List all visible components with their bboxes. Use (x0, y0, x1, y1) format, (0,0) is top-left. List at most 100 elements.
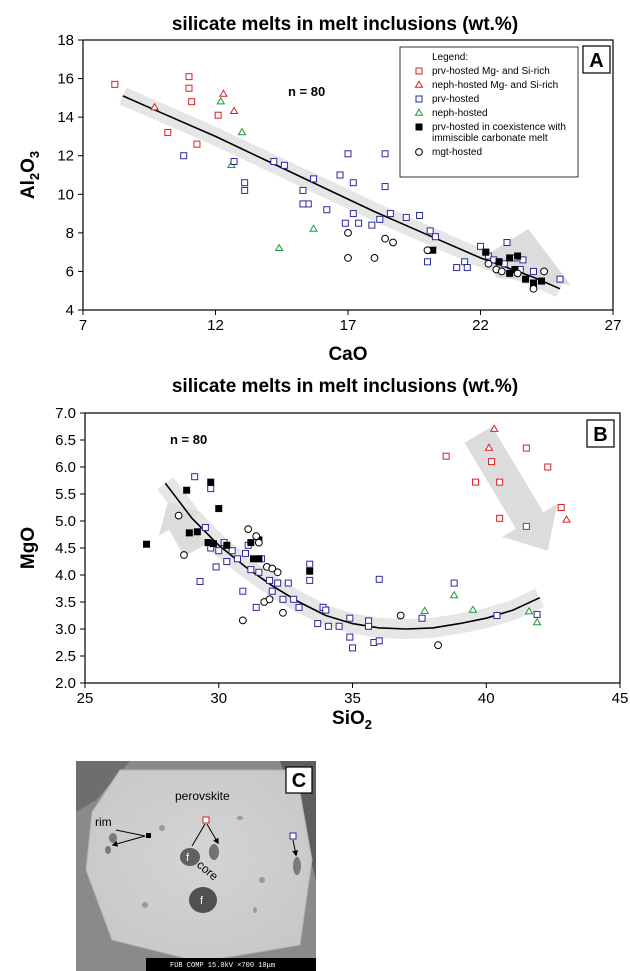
chart-a-point-prv (381, 183, 389, 191)
chart-b-point-prv (274, 579, 282, 587)
chart-a-ytick-label: 12 (57, 148, 74, 165)
chart-a-ytick-label: 18 (57, 32, 74, 49)
chart-b-arrow-1 (158, 502, 206, 557)
chart-a-point-mgt (381, 234, 390, 243)
chart-a-point-prv (299, 200, 307, 208)
chart-a-point-prv_mg_si (193, 140, 201, 148)
chart-a-point-mgt (344, 254, 352, 262)
chart-b-xtick-label: 25 (77, 690, 94, 707)
chart-a-point-neph_mg_si (150, 102, 159, 111)
micrograph-image: FUB COMP 15.0kV ×700 10μm (76, 761, 316, 971)
chart-b-point-mgt (244, 525, 253, 533)
chart-b-point-prv (266, 576, 274, 584)
inclusion-tiny-5 (253, 907, 257, 913)
chart-a-point-prv (341, 219, 349, 227)
chart-a-point-prv_mg_si (188, 98, 196, 106)
inclusion-core (209, 844, 219, 860)
inclusion-f-small (180, 848, 200, 866)
chart-a-point-prv (453, 264, 461, 272)
chart-b-point-neph_mg_si (489, 424, 499, 432)
chart-a-point-prv (230, 158, 238, 165)
legend-marker-neph_mg_si (414, 80, 424, 88)
chart-b-point-prv (268, 587, 276, 595)
chart-a-point-prv (336, 171, 344, 179)
chart-a-point-mgt (497, 267, 506, 276)
chart-b-arrow-2 (464, 426, 558, 551)
chart-b-point-coexist (207, 478, 215, 486)
chart-a-point-prv (344, 150, 352, 158)
chart-a-point-prv (386, 210, 394, 218)
chart-b-point-neph (532, 617, 542, 626)
chart-b-point-mgt (252, 532, 261, 541)
chart-b-point-mgt (238, 616, 247, 625)
chart-a-point-neph_mg_si (229, 106, 239, 115)
chart-b-title: silicate melts in melt inclusions (wt.%) (172, 376, 518, 397)
chart-a-point-prv (349, 210, 357, 218)
chart-b-point-prv (239, 587, 247, 595)
chart-b-point-prv_mg_si (496, 514, 504, 522)
chart-b-xlabel: SiO2 (332, 708, 372, 732)
chart-b-panel-box (586, 419, 615, 448)
chart-b-point-prv (255, 568, 263, 576)
chart-b-point-coexist (183, 486, 191, 494)
chart-b-point-neph (449, 590, 459, 599)
chart-b-trend-line (164, 482, 541, 630)
chart-b-point-prv (375, 575, 383, 583)
scale-bar-strip (146, 958, 316, 971)
chart-a-point-prv (241, 179, 249, 187)
micrograph-panel-letter: C (292, 770, 306, 792)
chart-a-xtick-label: 7 (79, 317, 87, 334)
chart-b-point-prv (212, 563, 220, 571)
chart-a-ytick-label: 4 (66, 302, 74, 319)
chart-b-ytick-label: 6.5 (55, 432, 76, 449)
chart-b-point-prv (365, 622, 373, 630)
chart-a-ytick-label: 8 (66, 225, 74, 242)
inclusion-tiny-1 (159, 825, 165, 831)
legend-label-coexist: prv-hosted in coexistence with (432, 122, 566, 133)
chart-b-point-mgt (180, 551, 188, 559)
chart-b-point-prv (242, 549, 249, 557)
chart-a-ylabel: Al2O3 (18, 151, 42, 199)
chart-a-point-mgt (540, 267, 548, 276)
chart-b-point-prv (201, 523, 209, 531)
chart-b-point-neph (420, 606, 430, 614)
chart-b-point-neph (524, 606, 534, 615)
chart-a-panel-letter: A (589, 50, 603, 72)
chart-b-point-coexist (306, 567, 314, 575)
chart-b-ytick-label: 3.0 (55, 621, 76, 638)
label-f-large: f (200, 895, 204, 907)
chart-a-point-neph (274, 243, 284, 251)
legend-marker-prv_mg_si (415, 67, 423, 75)
chart-a-point-prv (355, 219, 363, 227)
chart-a-xtick-label: 17 (340, 317, 357, 334)
label-perovskite: perovskite (175, 789, 230, 803)
chart-a-point-coexist (514, 252, 522, 260)
chart-b-point-prv (324, 622, 332, 630)
inclusion-f-large (189, 887, 217, 913)
micrograph-c: FUB COMP 15.0kV ×700 10μm perovskite rim… (76, 761, 316, 971)
chart-b-point-prv (322, 606, 330, 614)
legend-label-mgt: mgt-hosted (432, 147, 482, 158)
legend-label-prv: prv-hosted (432, 94, 479, 105)
chart-b-point-coexist (209, 540, 217, 548)
chart-a-point-coexist (482, 248, 490, 256)
chart-a-point-prv (402, 213, 410, 221)
chart-b-ytick-label: 2.0 (55, 675, 76, 692)
chart-b-point-mgt (268, 564, 277, 573)
marker-prv-symbol (289, 832, 297, 840)
inclusion-tiny-4 (259, 877, 265, 883)
label-rim: rim (95, 815, 112, 829)
chart-a-point-mgt (344, 228, 352, 237)
chart-b-ylabel: MgO (18, 527, 39, 569)
chart-b-point-prv (223, 558, 231, 565)
chart-b-point-coexist (193, 528, 201, 536)
chart-a-frame (82, 39, 614, 311)
chart-a-point-prv (376, 215, 384, 223)
chart-a-panel-box (582, 45, 611, 74)
chart-b-point-neph_mg_si (562, 515, 571, 523)
chart-a-point-prv (431, 233, 439, 241)
chart-a-point-prv (463, 264, 471, 272)
inclusion-tiny-2 (237, 816, 243, 820)
chart-b-ytick-label: 7.0 (55, 405, 76, 422)
chart-b-point-prv_mg_si (557, 504, 565, 511)
